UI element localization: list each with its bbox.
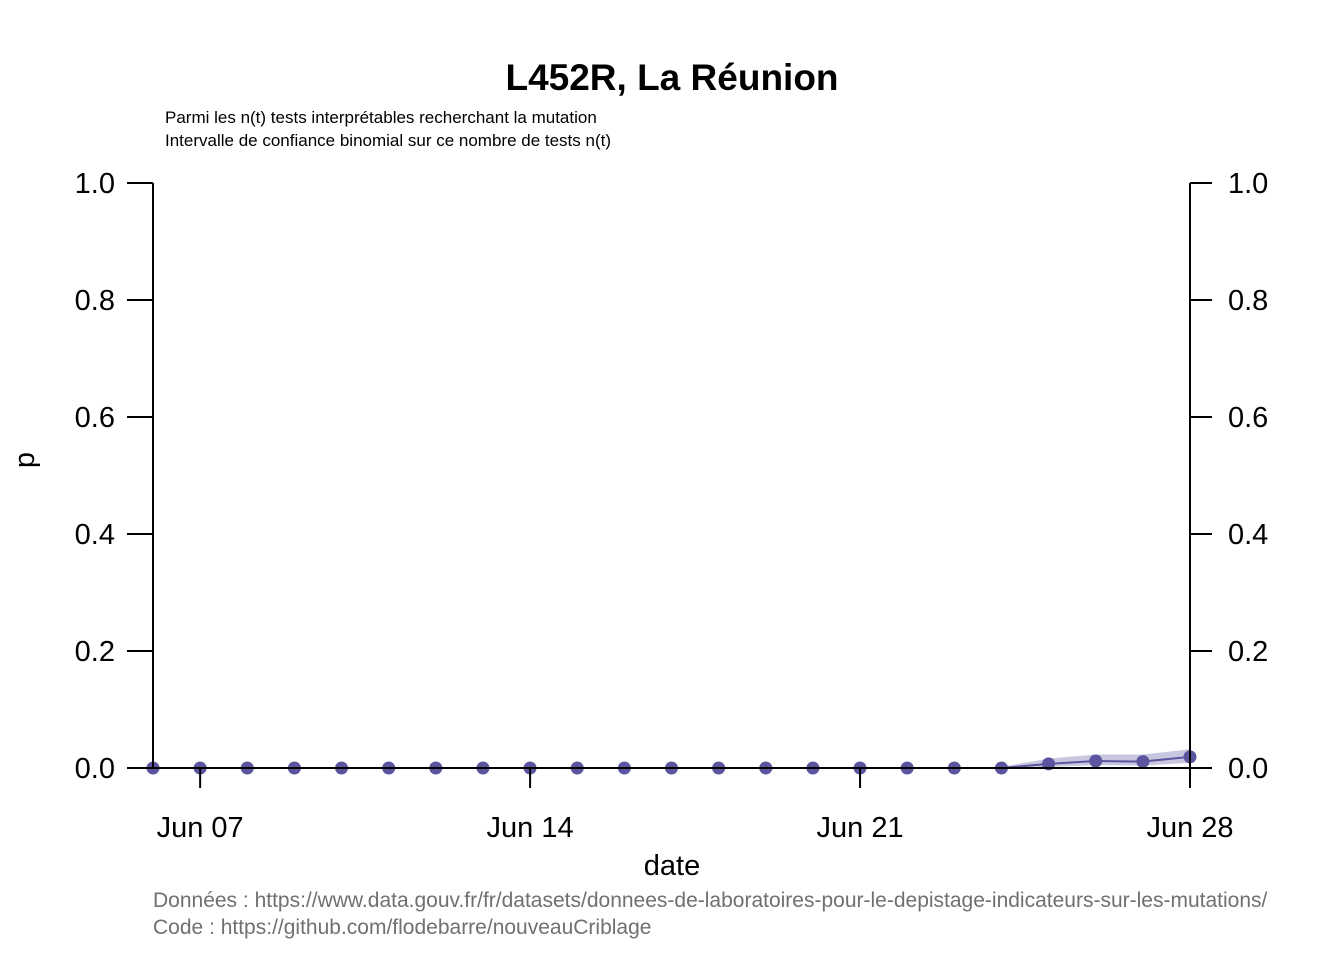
source-code-line: Code : https://github.com/flodebarre/nou… xyxy=(153,916,651,939)
y-tick-label-left: 0.8 xyxy=(75,285,115,317)
chart-subtitle-line-2: Intervalle de confiance binomial sur ce … xyxy=(165,131,611,150)
y-tick-label-left: 0.0 xyxy=(75,753,115,785)
source-data-line: Données : https://www.data.gouv.fr/fr/da… xyxy=(153,889,1267,912)
data-point xyxy=(1089,754,1103,768)
y-tick-label-left: 0.4 xyxy=(75,519,115,551)
y-tick-label-right: 1.0 xyxy=(1228,168,1268,200)
y-tick-label-right: 0.4 xyxy=(1228,519,1268,551)
x-tick-label: Jun 21 xyxy=(817,812,904,844)
y-tick-label-left: 1.0 xyxy=(75,168,115,200)
y-tick-label-left: 0.2 xyxy=(75,636,115,668)
y-axis-left-ticks: 0.0 0.2 0.4 0.6 0.8 1.0 xyxy=(75,168,153,785)
y-tick-label-right: 0.8 xyxy=(1228,285,1268,317)
chart-title: L452R, La Réunion xyxy=(505,57,838,98)
data-point xyxy=(1136,755,1150,769)
y-tick-label-right: 0.2 xyxy=(1228,636,1268,668)
x-tick-label: Jun 14 xyxy=(487,812,574,844)
y-tick-label-right: 0.0 xyxy=(1228,753,1268,785)
x-axis-label: date xyxy=(644,850,700,882)
x-tick-label: Jun 28 xyxy=(1146,812,1233,844)
x-tick-label: Jun 07 xyxy=(157,812,244,844)
chart-subtitle-line-1: Parmi les n(t) tests interprétables rech… xyxy=(165,108,597,127)
y-axis-label: p xyxy=(9,452,41,468)
y-axis-right-ticks: 0.0 0.2 0.4 0.6 0.8 1.0 xyxy=(1190,168,1268,785)
y-tick-label-right: 0.6 xyxy=(1228,402,1268,434)
y-tick-label-left: 0.6 xyxy=(75,402,115,434)
x-axis-ticks: Jun 07 Jun 14 Jun 21 Jun 28 xyxy=(157,768,1234,844)
